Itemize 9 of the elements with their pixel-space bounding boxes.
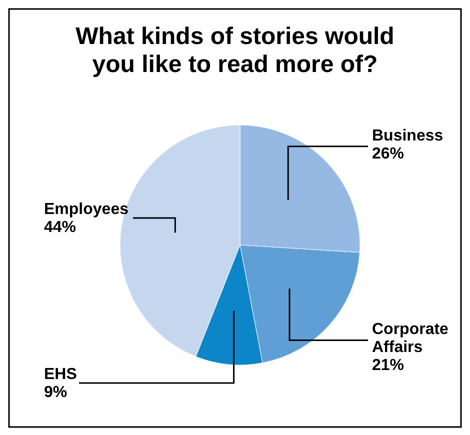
slice-label: Business	[372, 127, 444, 144]
data-label: 44%	[44, 219, 76, 236]
slice-label: Corporate Affairs	[372, 321, 449, 356]
data-label: 21%	[372, 357, 404, 374]
data-label: 26%	[372, 145, 404, 162]
chart-title: What kinds of stories would you like to read more of?	[76, 23, 394, 78]
data-label: 9%	[44, 384, 68, 401]
slice-label: Employees	[44, 201, 129, 218]
slice-label: EHS	[44, 366, 78, 383]
